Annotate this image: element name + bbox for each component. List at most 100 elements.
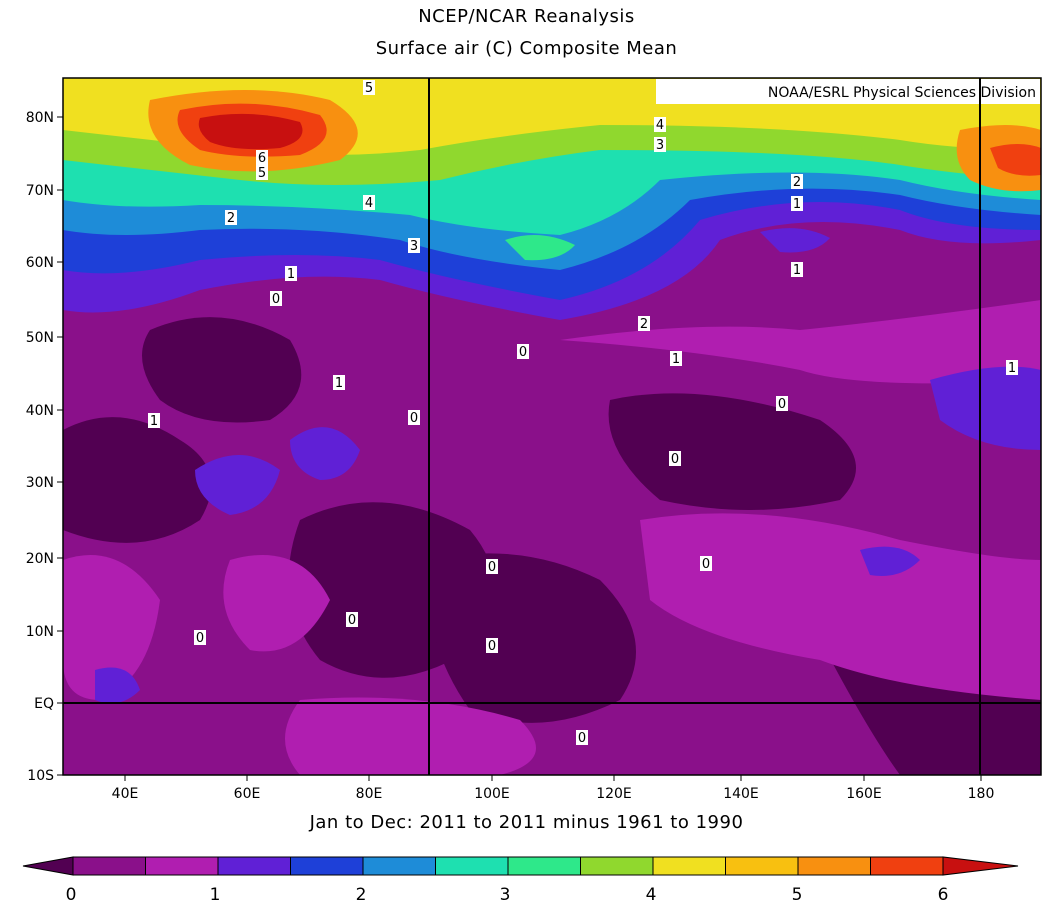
legend-swatch xyxy=(145,856,219,876)
contour-label: 0 xyxy=(486,638,498,654)
legend-swatch xyxy=(290,856,364,876)
svg-text:5: 5 xyxy=(258,166,266,181)
contour-label: 0 xyxy=(517,344,529,360)
legend-swatch xyxy=(507,856,581,876)
contour-label: 6 xyxy=(256,150,268,166)
legend-swatch xyxy=(362,856,436,876)
lon-tick-label: 120E xyxy=(596,786,632,802)
svg-text:0: 0 xyxy=(702,557,710,572)
lon-tick-label: 160E xyxy=(846,786,882,802)
contour-label: 0 xyxy=(669,451,681,467)
credit-text: NOAA/ESRL Physical Sciences Division xyxy=(768,85,1036,101)
legend-swatch xyxy=(580,856,654,876)
contour-label: 1 xyxy=(1006,360,1018,376)
svg-text:0: 0 xyxy=(488,639,496,654)
legend-arrow-low xyxy=(22,856,74,876)
lon-tick-label: 180 xyxy=(968,786,995,802)
contour-label: 0 xyxy=(194,630,206,646)
legend-label: 2 xyxy=(356,885,367,905)
lat-tick-label: 50N xyxy=(26,330,54,346)
map-field xyxy=(63,78,1041,775)
legend-swatch xyxy=(435,856,509,876)
svg-text:1: 1 xyxy=(1008,361,1016,376)
legend-label: 3 xyxy=(500,885,511,905)
map-title: NCEP/NCAR Reanalysis xyxy=(418,6,635,27)
svg-text:1: 1 xyxy=(672,352,680,367)
lat-tick-label: 70N xyxy=(26,183,54,199)
legend-arrow-high xyxy=(942,856,1019,876)
svg-text:1: 1 xyxy=(150,414,158,429)
lat-tick-label: 10S xyxy=(27,768,54,784)
svg-text:0: 0 xyxy=(196,631,204,646)
contour-label: 1 xyxy=(148,413,160,429)
lat-tick-label: 40N xyxy=(26,403,54,419)
map-subtitle: Surface air (C) Composite Mean xyxy=(375,38,678,59)
contour-label: 4 xyxy=(363,195,375,211)
contour-label: 2 xyxy=(638,316,650,332)
lon-tick-label: 40E xyxy=(112,786,139,802)
contour-label: 0 xyxy=(270,291,282,307)
legend-swatch xyxy=(72,856,146,876)
legend-label: 1 xyxy=(210,885,221,905)
svg-text:0: 0 xyxy=(348,613,356,628)
lat-tick-label: EQ xyxy=(34,696,54,712)
contour-label: 0 xyxy=(776,396,788,412)
contour-label: 0 xyxy=(576,730,588,746)
lon-tick-label: 100E xyxy=(474,786,510,802)
lon-tick-label: 80E xyxy=(356,786,383,802)
contour-label: 0 xyxy=(408,410,420,426)
contour-label: 1 xyxy=(285,266,297,282)
svg-text:3: 3 xyxy=(410,239,418,254)
latitude-axis: 80N 70N 60N 50N 40N 30N 20N 10N EQ 10S xyxy=(26,110,63,784)
svg-text:3: 3 xyxy=(656,138,664,153)
contour-label: 3 xyxy=(408,238,420,254)
lon-tick-label: 60E xyxy=(234,786,261,802)
legend-swatch xyxy=(217,856,291,876)
svg-text:0: 0 xyxy=(778,397,786,412)
svg-text:1: 1 xyxy=(793,197,801,212)
lat-tick-label: 30N xyxy=(26,475,54,491)
lat-tick-label: 80N xyxy=(26,110,54,126)
legend-swatch xyxy=(725,856,799,876)
contour-label: 2 xyxy=(791,174,803,190)
contour-label: 1 xyxy=(791,196,803,212)
svg-text:2: 2 xyxy=(640,317,648,332)
legend-label: 6 xyxy=(938,885,949,905)
svg-text:2: 2 xyxy=(793,175,801,190)
svg-text:6: 6 xyxy=(258,151,266,166)
legend-swatch xyxy=(870,856,944,876)
legend-swatch xyxy=(652,856,726,876)
contour-label: 4 xyxy=(654,117,666,133)
svg-text:0: 0 xyxy=(488,560,496,575)
color-legend: 0 1 2 3 4 5 6 xyxy=(22,856,1019,905)
contour-label: 1 xyxy=(791,262,803,278)
contour-label: 5 xyxy=(363,80,375,96)
lat-tick-label: 10N xyxy=(26,624,54,640)
legend-label: 4 xyxy=(646,885,657,905)
contour-label: 2 xyxy=(225,210,237,226)
legend-swatch xyxy=(797,856,871,876)
svg-text:2: 2 xyxy=(227,211,235,226)
contour-label: 0 xyxy=(346,612,358,628)
contour-label: 0 xyxy=(700,556,712,572)
svg-text:4: 4 xyxy=(365,196,373,211)
map-frame xyxy=(62,77,1042,776)
svg-text:0: 0 xyxy=(578,731,586,746)
legend-label: 5 xyxy=(792,885,803,905)
credit-box xyxy=(656,79,1040,104)
lat-tick-label: 20N xyxy=(26,551,54,567)
svg-text:5: 5 xyxy=(365,81,373,96)
svg-text:1: 1 xyxy=(335,376,343,391)
svg-text:0: 0 xyxy=(519,345,527,360)
contour-label: 1 xyxy=(670,351,682,367)
svg-text:0: 0 xyxy=(272,292,280,307)
contour-label: 3 xyxy=(654,137,666,153)
legend-label: 0 xyxy=(66,885,77,905)
longitude-axis: 40E 60E 80E 100E 120E 140E 160E 180 xyxy=(112,775,995,802)
svg-text:1: 1 xyxy=(287,267,295,282)
svg-text:0: 0 xyxy=(410,411,418,426)
svg-text:0: 0 xyxy=(671,452,679,467)
map-caption: Jan to Dec: 2011 to 2011 minus 1961 to 1… xyxy=(309,812,744,833)
